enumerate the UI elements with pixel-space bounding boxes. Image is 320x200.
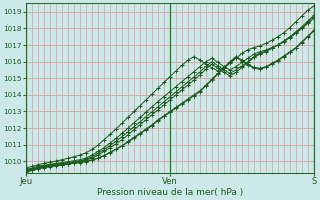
X-axis label: Pression niveau de la mer( hPa ): Pression niveau de la mer( hPa ) — [97, 188, 243, 197]
